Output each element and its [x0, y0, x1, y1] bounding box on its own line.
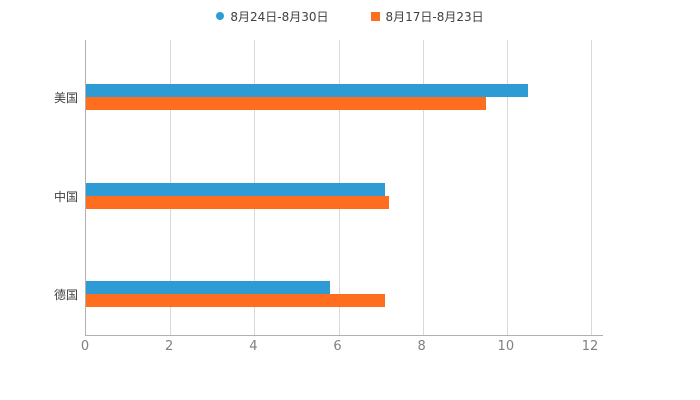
x-axis-labels: 0 2 4 6 8 10 12: [81, 339, 602, 357]
x-axis-tick-label: 8: [417, 339, 426, 354]
legend-label: 8月24日-8月30日: [230, 9, 329, 24]
legend-label: 8月17日-8月23日: [385, 9, 484, 24]
gridline: [506, 40, 508, 335]
x-axis-tick-label: 12: [581, 339, 599, 354]
x-axis-tick-label: 4: [249, 339, 258, 354]
y-axis-category-label: 美国: [53, 91, 78, 106]
y-axis-category-label: 中国: [53, 189, 78, 204]
bar-series-0-中国: [86, 182, 385, 196]
x-axis-tick-label: 10: [497, 339, 515, 354]
legend-marker-circle-icon: [216, 12, 225, 20]
y-axis-labels: 美国 中国 德国: [0, 0, 78, 400]
legend-marker-square-icon: [370, 11, 380, 21]
gridline: [591, 40, 592, 335]
x-axis-tick-label: 6: [333, 339, 342, 354]
bar-series-1-美国: [86, 97, 486, 111]
bar-series-1-德国: [86, 293, 385, 307]
bar-series-0-德国: [86, 280, 331, 294]
legend-item-1[interactable]: 8月17日-8月23日: [370, 8, 484, 25]
x-axis-tick-label: 0: [80, 339, 90, 354]
chart-legend: 8月24日-8月30日 8月17日-8月23日: [0, 6, 700, 26]
bar-series-1-中国: [86, 195, 389, 209]
legend-item-0[interactable]: 8月24日-8月30日: [216, 8, 329, 25]
gridline: [422, 40, 424, 335]
x-axis-tick-label: 2: [165, 339, 174, 354]
y-axis-category-label: 德国: [53, 287, 78, 302]
plot-area: [85, 40, 603, 336]
bar-series-0-美国: [86, 84, 528, 98]
